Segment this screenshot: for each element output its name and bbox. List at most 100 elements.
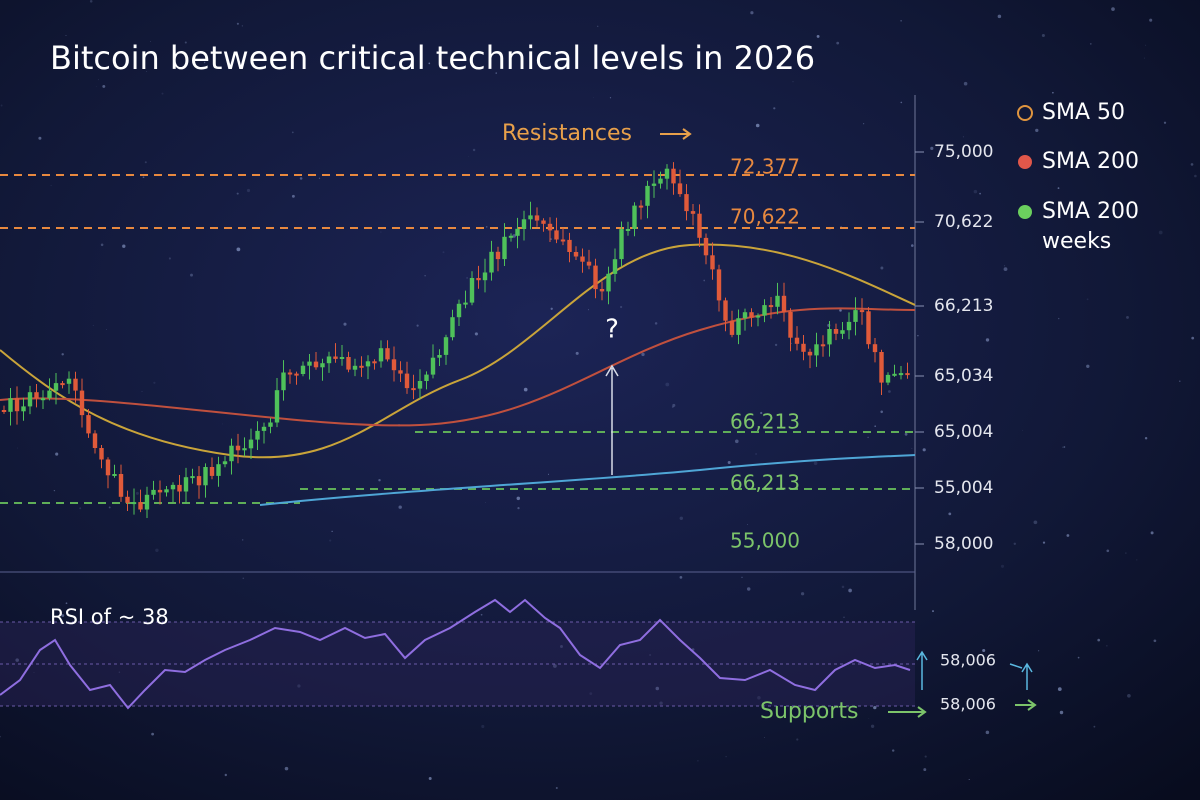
star [236,22,239,25]
candle-body [105,459,111,476]
axis-labels: 75,000 70,622 66,213 65,034 65,004 55,00… [934,142,993,554]
star [755,453,758,455]
star [495,251,497,252]
arrow [605,364,619,475]
candle-body [222,461,228,465]
candle-body [781,295,787,312]
sma-200-weeks-line [259,454,916,506]
star [65,35,67,36]
star [880,266,884,270]
star [122,244,126,248]
star [774,343,778,347]
candle-body [619,229,624,260]
candle-body [879,352,884,383]
star [1190,163,1194,166]
candle-body [177,484,182,492]
title: Bitcoin between critical technical level… [50,39,815,77]
candle-body [625,229,631,231]
candle-body [450,317,455,338]
candle-body [86,415,91,434]
candle-body [385,348,390,360]
star [1149,18,1153,22]
star [665,382,670,387]
star [442,251,445,254]
star [190,273,193,277]
candle-body [573,252,579,257]
candle-body [144,494,150,510]
candle-body [27,392,33,407]
candle-body [21,406,26,412]
star [144,161,147,164]
star [38,136,42,140]
star [1136,559,1138,561]
star [1000,564,1005,568]
star [874,425,877,428]
legend-marker [1017,105,1033,121]
star [474,332,478,336]
candle-body [547,223,553,231]
star [671,406,674,408]
candle-body [203,467,208,486]
star [973,189,978,194]
candle-body [170,484,176,490]
candle-body [528,215,533,220]
star [1158,230,1163,235]
star [428,777,432,780]
candle-body [92,433,98,448]
star [221,423,223,425]
star [55,452,59,456]
star [911,244,914,247]
star [95,86,97,88]
star [553,664,557,668]
star [485,226,488,228]
star [679,576,683,579]
star [747,524,748,525]
star [800,592,805,596]
star [589,692,593,695]
candle-body [404,373,410,389]
star [900,20,902,22]
star [481,724,485,729]
candle-body [274,390,280,423]
star [979,192,981,195]
candle-body [827,329,832,345]
candle-body [755,315,761,318]
candle-body [658,178,663,184]
star [1194,174,1197,178]
star [841,585,845,589]
rsi-line [0,598,911,710]
candle-body [833,329,839,334]
star [555,786,558,790]
star [1106,549,1110,553]
star [146,71,148,72]
star [1077,656,1080,659]
star [1057,187,1060,190]
star [755,123,760,128]
star [1086,364,1090,368]
star [318,177,321,179]
star [1063,446,1066,448]
rsi-level-label: 58,006 [940,651,996,670]
axis-label: 58,000 [934,534,993,554]
star [1033,520,1038,525]
star [813,461,818,466]
star [649,654,652,656]
star [466,276,469,279]
star [1004,265,1006,267]
star [1191,336,1195,340]
candle-body [391,359,397,371]
question-mark: ? [605,315,619,345]
star [516,496,521,501]
star [672,403,676,407]
star [1127,693,1131,698]
star [930,146,934,150]
star [1163,121,1167,124]
star [1035,128,1039,133]
level-label: 70,622 [730,205,800,229]
candle-body [703,237,709,256]
star [868,718,870,719]
legend-marker [1018,155,1032,169]
candle-body [209,467,215,476]
axis-label: 75,000 [934,142,993,162]
